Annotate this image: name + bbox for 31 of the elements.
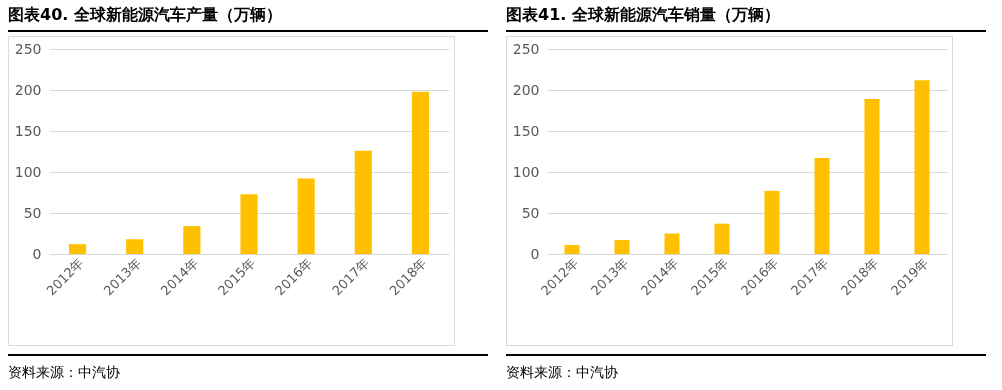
bar (126, 239, 144, 254)
y-tick-label: 150 (14, 122, 42, 139)
text: 资料来源：中汽协 (8, 354, 488, 382)
y-tick-label: 200 (512, 81, 540, 98)
bar (764, 190, 780, 254)
bar (297, 178, 315, 254)
bar (664, 233, 680, 254)
y-tick-label: 150 (512, 122, 540, 139)
y-tick-label: 0 (530, 245, 540, 262)
bar (354, 150, 372, 254)
y-tick-label: 100 (14, 163, 42, 180)
chart-title: 图表41. 全球新能源汽车销量（万辆） (506, 0, 986, 32)
bar (411, 91, 429, 254)
bar (240, 194, 258, 254)
bar (914, 80, 930, 254)
bar (614, 240, 630, 254)
y-tick-label: 250 (14, 40, 42, 57)
y-tick-label: 100 (512, 163, 540, 180)
text: 资料来源：中汽协 (506, 354, 986, 382)
y-tick-label: 50 (521, 204, 540, 221)
bar (564, 244, 580, 254)
y-tick-label: 50 (23, 204, 42, 221)
chart-title: 图表40. 全球新能源汽车产量（万辆） (8, 0, 488, 32)
bar (864, 99, 880, 254)
bar (69, 244, 87, 254)
bar (814, 158, 830, 254)
bar (714, 223, 730, 254)
y-tick-label: 200 (14, 81, 42, 98)
y-tick-label: 250 (512, 40, 540, 57)
y-tick-label: 0 (32, 245, 42, 262)
bar (183, 226, 201, 254)
